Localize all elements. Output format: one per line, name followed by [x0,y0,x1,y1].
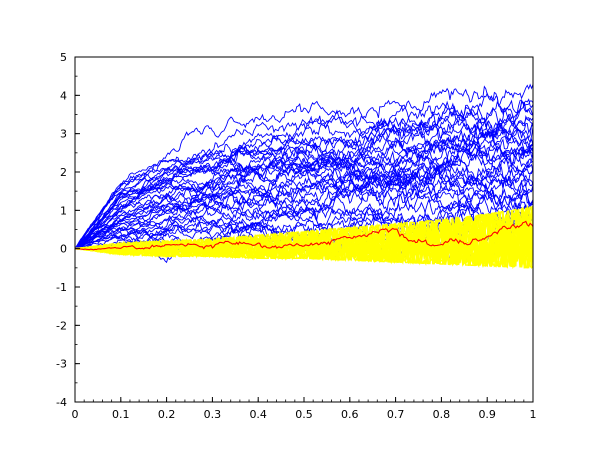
x-tick-label: 0.1 [112,408,130,421]
sample-path [75,162,533,250]
y-tick-label: -2 [56,319,67,332]
x-tick-label: 0.3 [204,408,222,421]
x-tick-label: 0.4 [249,408,267,421]
sample-path [75,201,533,250]
y-tick-label: -1 [56,281,67,294]
y-tick-label: 0 [60,243,67,256]
sample-path [75,135,533,249]
sample-path [75,91,533,249]
x-tick-label: 0.5 [295,408,313,421]
sample-path [75,136,533,249]
sample-path [75,146,533,249]
sample-path [75,199,533,250]
sample-path [75,139,533,249]
x-tick-label: 0.9 [478,408,496,421]
x-tick-label: 0.8 [433,408,451,421]
sample-path [75,174,533,250]
x-tick-label: 0.6 [341,408,359,421]
y-tick-label: 4 [60,89,67,102]
sample-path [75,139,533,250]
x-tick-label: 0.2 [158,408,176,421]
sample-path [75,166,533,250]
x-tick-label: 1 [530,408,537,421]
y-tick-label: -3 [56,358,67,371]
y-tick-label: -4 [56,396,67,409]
y-tick-label: 5 [60,51,67,64]
sample-path [75,145,533,250]
sample-path [75,83,533,249]
y-tick-label: 2 [60,166,67,179]
y-tick-label: 1 [60,204,67,217]
sample-path [75,120,533,250]
band-path [75,206,533,251]
mean-line [75,220,533,251]
plot-area [75,83,533,270]
sample-path [75,109,533,249]
sample-path [75,101,533,249]
x-tick-label: 0 [72,408,79,421]
y-tick-label: 3 [60,128,67,141]
sample-path [75,110,533,249]
band-path [75,220,533,268]
x-tick-label: 0.7 [387,408,405,421]
band-path [75,229,533,269]
axes: 0 0.1 0.2 0.3 0.4 0.5 0.6 0.7 0.8 0.9 1 5 4 3 2 1 0 -1 -2 -… [56,51,536,421]
